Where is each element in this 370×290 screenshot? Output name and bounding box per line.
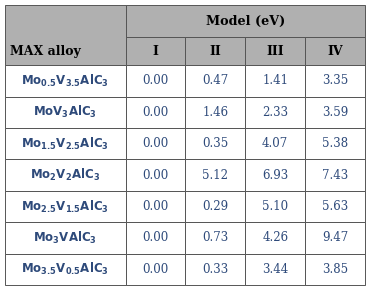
Text: 0.33: 0.33	[202, 263, 229, 276]
Text: 2.33: 2.33	[262, 106, 288, 119]
Bar	[125, 97, 185, 128]
Bar	[305, 97, 365, 128]
Bar	[5, 191, 125, 222]
Text: 0.00: 0.00	[142, 263, 169, 276]
Bar	[245, 37, 305, 65]
Text: 3.35: 3.35	[322, 75, 348, 87]
Text: 4.07: 4.07	[262, 137, 288, 150]
Bar	[245, 160, 305, 191]
Bar	[125, 128, 185, 160]
Text: Model (eV): Model (eV)	[206, 14, 285, 28]
Bar	[185, 253, 245, 285]
Bar	[125, 160, 185, 191]
Text: 3.85: 3.85	[322, 263, 348, 276]
Text: 0.00: 0.00	[142, 168, 169, 182]
Bar	[125, 5, 365, 37]
Bar	[245, 97, 305, 128]
Text: 3.59: 3.59	[322, 106, 348, 119]
Text: IV: IV	[327, 45, 343, 58]
Bar	[245, 191, 305, 222]
Bar	[245, 65, 305, 97]
Bar	[245, 253, 305, 285]
Text: 0.00: 0.00	[142, 106, 169, 119]
Text: 7.43: 7.43	[322, 168, 348, 182]
Bar	[305, 222, 365, 253]
Text: 0.00: 0.00	[142, 137, 169, 150]
Bar	[185, 65, 245, 97]
Bar	[125, 65, 185, 97]
Text: 0.00: 0.00	[142, 231, 169, 244]
Text: $\mathbf{Mo_{3.5}}\mathbf{V_{0.5}}\mathbf{AlC_{3}}$: $\mathbf{Mo_{3.5}}\mathbf{V_{0.5}}\mathb…	[21, 261, 109, 277]
Bar	[305, 253, 365, 285]
Bar	[245, 222, 305, 253]
Bar	[305, 128, 365, 160]
Bar	[305, 160, 365, 191]
Text: 0.47: 0.47	[202, 75, 229, 87]
Text: $\mathbf{Mo}\mathbf{V_{3}}\mathbf{AlC_{3}}$: $\mathbf{Mo}\mathbf{V_{3}}\mathbf{AlC_{3…	[33, 104, 97, 120]
Text: MAX alloy: MAX alloy	[10, 45, 81, 58]
Bar	[125, 191, 185, 222]
Bar	[5, 5, 125, 65]
Bar	[185, 191, 245, 222]
Text: 1.46: 1.46	[202, 106, 228, 119]
Text: III: III	[266, 45, 284, 58]
Bar	[125, 222, 185, 253]
Text: $\mathbf{Mo_{1.5}}\mathbf{V_{2.5}}\mathbf{AlC_{3}}$: $\mathbf{Mo_{1.5}}\mathbf{V_{2.5}}\mathb…	[21, 136, 109, 152]
Bar	[305, 37, 365, 65]
Bar	[125, 37, 185, 65]
Bar	[5, 65, 125, 97]
Text: 5.38: 5.38	[322, 137, 348, 150]
Bar	[5, 128, 125, 160]
Bar	[5, 222, 125, 253]
Bar	[5, 160, 125, 191]
Text: 4.26: 4.26	[262, 231, 288, 244]
Text: 0.29: 0.29	[202, 200, 228, 213]
Text: $\mathbf{Mo_{2.5}}\mathbf{V_{1.5}}\mathbf{AlC_{3}}$: $\mathbf{Mo_{2.5}}\mathbf{V_{1.5}}\mathb…	[21, 198, 109, 215]
Bar	[305, 191, 365, 222]
Text: 9.47: 9.47	[322, 231, 348, 244]
Text: 0.35: 0.35	[202, 137, 229, 150]
Text: 5.63: 5.63	[322, 200, 348, 213]
Text: 1.41: 1.41	[262, 75, 288, 87]
Text: 5.12: 5.12	[202, 168, 228, 182]
Bar	[185, 97, 245, 128]
Bar	[5, 97, 125, 128]
Text: 6.93: 6.93	[262, 168, 288, 182]
Bar	[185, 128, 245, 160]
Bar	[185, 222, 245, 253]
Bar	[245, 128, 305, 160]
Text: $\mathbf{Mo_{3}}\mathbf{V}\mathbf{AlC_{3}}$: $\mathbf{Mo_{3}}\mathbf{V}\mathbf{AlC_{3…	[33, 230, 97, 246]
Text: $\mathbf{Mo_{0.5}}\mathbf{V_{3.5}}\mathbf{AlC_{3}}$: $\mathbf{Mo_{0.5}}\mathbf{V_{3.5}}\mathb…	[21, 73, 109, 89]
Bar	[125, 253, 185, 285]
Text: $\mathbf{Mo_{2}}\mathbf{V_{2}}\mathbf{AlC_{3}}$: $\mathbf{Mo_{2}}\mathbf{V_{2}}\mathbf{Al…	[30, 167, 100, 183]
Text: 0.00: 0.00	[142, 75, 169, 87]
Text: 0.73: 0.73	[202, 231, 229, 244]
Text: 5.10: 5.10	[262, 200, 288, 213]
Text: 3.44: 3.44	[262, 263, 288, 276]
Text: 0.00: 0.00	[142, 200, 169, 213]
Bar	[305, 65, 365, 97]
Bar	[185, 37, 245, 65]
Text: II: II	[209, 45, 221, 58]
Bar	[185, 160, 245, 191]
Text: I: I	[152, 45, 158, 58]
Bar	[5, 253, 125, 285]
